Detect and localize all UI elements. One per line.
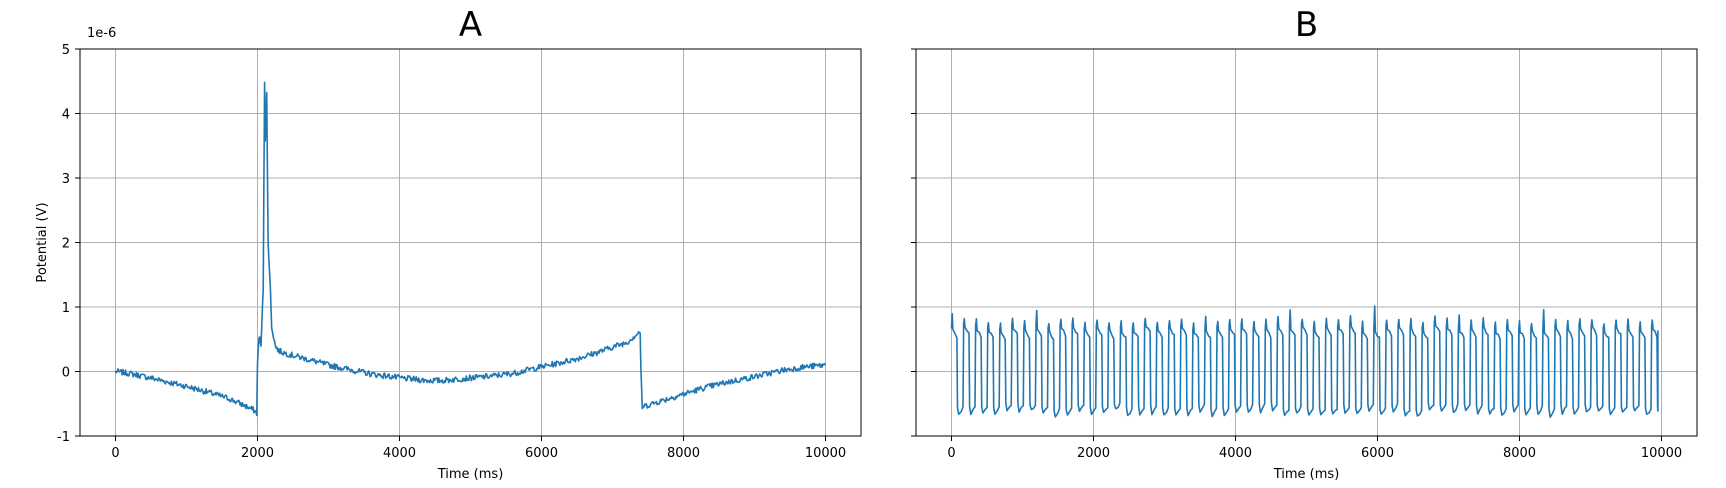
panel-a-y-ticks: -1 0 1 2 3 4 5 bbox=[57, 43, 80, 445]
series-line-b bbox=[950, 305, 1659, 418]
x-tick-label: 6000 bbox=[525, 446, 558, 461]
y-tick-label: -1 bbox=[57, 430, 70, 445]
x-tick-label: 4000 bbox=[383, 446, 416, 461]
x-tick-label: 8000 bbox=[1503, 446, 1536, 461]
panel-b-x-ticks: 0 2000 4000 6000 8000 10000 bbox=[947, 436, 1682, 461]
x-tick-label: 0 bbox=[947, 446, 955, 461]
panel-b-x-axis-label: Time (ms) bbox=[1273, 467, 1340, 482]
panel-a-line-layer bbox=[114, 81, 827, 417]
panel-a-title: A bbox=[459, 5, 482, 45]
x-tick-label: 2000 bbox=[1077, 446, 1110, 461]
x-tick-label: 8000 bbox=[667, 446, 700, 461]
panel-a-y-offset-label: 1e-6 bbox=[87, 26, 116, 41]
panel-a-y-axis-label: Potential (V) bbox=[35, 202, 50, 282]
y-tick-label: 5 bbox=[62, 43, 70, 58]
y-tick-label: 1 bbox=[62, 301, 70, 316]
series-line-a bbox=[114, 81, 827, 417]
panel-a: 0 2000 4000 6000 8000 10000 -1 0 1 2 3 4 5 A Time (… bbox=[35, 5, 862, 482]
panel-a-x-axis-label: Time (ms) bbox=[437, 467, 504, 482]
y-tick-label: 2 bbox=[62, 237, 70, 252]
panel-b-title: B bbox=[1295, 5, 1318, 45]
y-tick-label: 0 bbox=[62, 366, 70, 381]
x-tick-label: 2000 bbox=[241, 446, 274, 461]
x-tick-label: 6000 bbox=[1361, 446, 1394, 461]
panel-a-x-ticks: 0 2000 4000 6000 8000 10000 bbox=[111, 436, 846, 461]
x-tick-label: 10000 bbox=[805, 446, 846, 461]
panel-b: 0 2000 4000 6000 8000 10000 B Time (ms) bbox=[911, 5, 1698, 482]
y-tick-label: 4 bbox=[62, 108, 70, 123]
x-tick-label: 4000 bbox=[1219, 446, 1252, 461]
x-tick-label: 0 bbox=[111, 446, 119, 461]
y-tick-label: 3 bbox=[62, 172, 70, 187]
panel-b-line-layer bbox=[950, 305, 1659, 418]
panel-b-y-ticks bbox=[911, 48, 916, 437]
panel-b-grid bbox=[916, 48, 1697, 437]
x-tick-label: 10000 bbox=[1641, 446, 1682, 461]
